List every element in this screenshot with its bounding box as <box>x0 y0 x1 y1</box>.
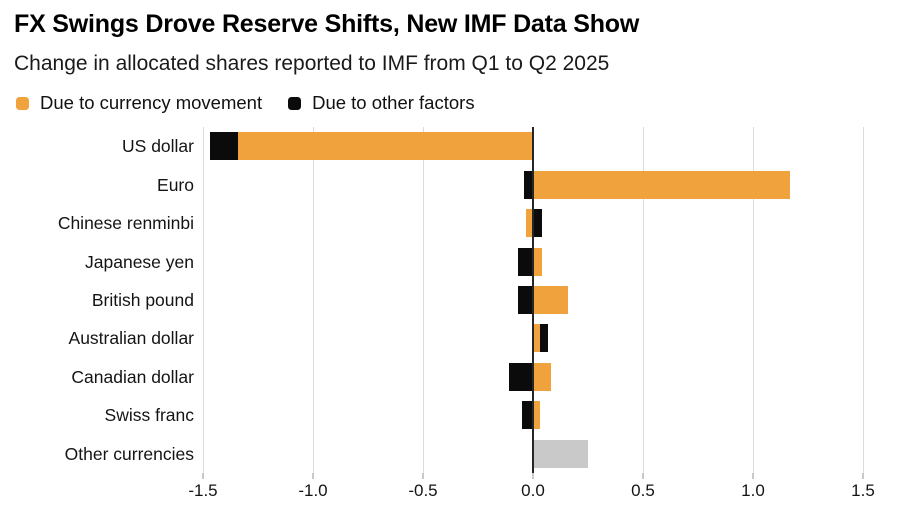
chart-subtitle: Change in allocated shares reported to I… <box>14 52 610 75</box>
x-axis-tick-label: 0.0 <box>521 481 545 500</box>
x-axis-tick-label: -1.0 <box>298 481 328 500</box>
gridline <box>312 127 314 473</box>
gridline <box>642 127 644 473</box>
bar-segment-swiss-franc-due-to-other-factors <box>522 401 533 430</box>
legend-label: Due to currency movement <box>40 92 263 113</box>
category-label-australian-dollar: Australian dollar <box>68 328 194 349</box>
category-label-euro: Euro <box>157 174 194 195</box>
bar-segment-us-dollar-due-to-other-factors <box>209 132 239 161</box>
legend-swatch-orange-icon <box>16 96 29 110</box>
bar-segment-japanese-yen-due-to-currency-movement <box>533 247 542 276</box>
bar-segment-australian-dollar-due-to-currency-movement <box>533 324 540 353</box>
category-label-british-pound: British pound <box>91 290 194 310</box>
gridline <box>202 127 204 473</box>
bar-segment-canadian-dollar-due-to-other-factors <box>508 362 533 391</box>
legend-item-other-factors: Due to other factors <box>288 92 475 114</box>
legend-label: Due to other factors <box>312 92 475 113</box>
axis-tick <box>642 473 644 479</box>
category-label-swiss-franc: Swiss franc <box>104 405 194 426</box>
x-axis-tick-label: 1.0 <box>741 481 765 500</box>
x-axis-tick-label: -1.5 <box>188 481 218 500</box>
category-label-us-dollar: US dollar <box>122 136 194 157</box>
legend-swatch-black-icon <box>288 96 302 110</box>
category-label-other-currencies: Other currencies <box>64 443 194 464</box>
x-axis-tick-label: 1.5 <box>851 481 875 500</box>
legend: Due to currency movement Due to other fa… <box>16 92 475 114</box>
gridline <box>862 127 864 473</box>
axis-tick <box>862 473 864 479</box>
bar-segment-japanese-yen-due-to-other-factors <box>517 247 533 276</box>
axis-tick <box>532 473 534 479</box>
zero-baseline <box>532 127 534 473</box>
axis-tick <box>202 473 204 479</box>
bar-segment-euro-due-to-other-factors <box>524 170 533 199</box>
bar-segment-chinese-renminbi-due-to-other-factors <box>533 209 542 238</box>
bar-segment-canadian-dollar-due-to-currency-movement <box>533 362 551 391</box>
category-label-canadian-dollar: Canadian dollar <box>71 366 194 387</box>
x-axis-tick-label: 0.5 <box>631 481 655 500</box>
bar-segment-us-dollar-due-to-currency-movement <box>238 132 533 161</box>
gridline <box>752 127 754 473</box>
bar-segment-british-pound-due-to-currency-movement <box>533 286 569 314</box>
legend-item-currency-movement: Due to currency movement <box>16 92 262 114</box>
category-label-chinese-renminbi: Chinese renminbi <box>57 213 194 234</box>
bar-segment-other-currencies-other-currencies-total-unsplit- <box>533 439 588 468</box>
bar-segment-chinese-renminbi-due-to-currency-movement <box>526 209 533 238</box>
category-label-japanese-yen: Japanese yen <box>85 251 194 272</box>
bar-segment-british-pound-due-to-other-factors <box>517 286 533 314</box>
bar-segment-euro-due-to-currency-movement <box>533 170 791 199</box>
axis-tick <box>312 473 314 479</box>
axis-tick <box>752 473 754 479</box>
x-axis-tick-label: -0.5 <box>408 481 438 500</box>
bar-chart: -1.5 -1.0 -0.5 0.0 0.5 1.0 1.5 US dollar Euro Chi… <box>0 127 900 510</box>
gridline <box>422 127 424 473</box>
chart-title: FX Swings Drove Reserve Shifts, New IMF … <box>14 10 640 38</box>
bar-segment-australian-dollar-due-to-other-factors <box>539 324 549 353</box>
axis-tick <box>422 473 424 479</box>
bar-segment-swiss-franc-due-to-currency-movement <box>533 401 540 430</box>
